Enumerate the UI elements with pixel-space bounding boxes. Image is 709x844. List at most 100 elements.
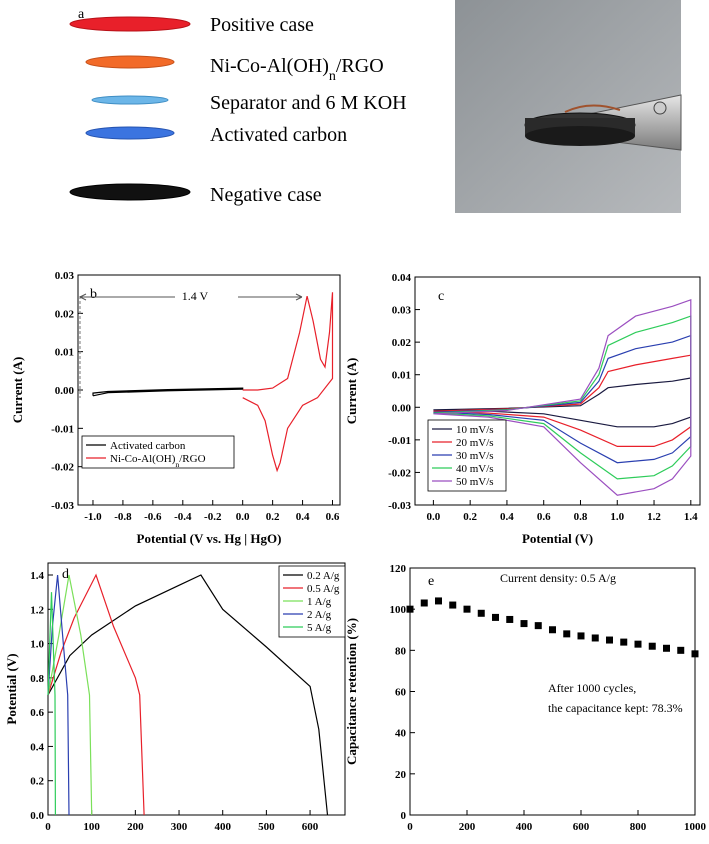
legend-label: 1 A/g [307, 596, 332, 608]
series-line [433, 298, 692, 496]
x-tick-label: -1.0 [84, 511, 102, 523]
panel-label: a [78, 7, 85, 22]
data-point [406, 605, 414, 613]
y-tick-label: 20 [395, 769, 407, 781]
x-tick-label: 400 [516, 821, 533, 833]
y-tick-label: 0.6 [30, 707, 44, 719]
legend-label: 40 mV/s [456, 463, 494, 475]
series-line [92, 387, 244, 397]
data-point [663, 644, 670, 652]
data-point [606, 636, 613, 644]
x-tick-label: 600 [302, 821, 319, 833]
y-tick-label: 0 [401, 810, 407, 822]
y-tick-label: 120 [390, 563, 407, 575]
span-arrow [79, 293, 303, 301]
data-point [463, 605, 471, 613]
y-axis-label: Current (A) [344, 358, 359, 425]
x-tick-label: 200 [127, 821, 144, 833]
x-tick-label: 600 [573, 821, 590, 833]
x-tick-label: -0.4 [174, 511, 192, 523]
chart-panel: 0.0 0.2 0.4 0.6 0.8 1.0 1.2 1.4 -0.03 -0.02 -0.01 0… [344, 272, 701, 546]
legend-label: 5 A/g [307, 622, 332, 634]
data-point [534, 622, 542, 630]
annotation: Current density: 0.5 A/g [500, 571, 616, 585]
y-tick-label: 40 [395, 728, 407, 740]
legend-label: 0.5 A/g [307, 583, 340, 595]
y-tick-label: 1.4 [30, 570, 44, 582]
x-axis-label: Potential (V) [522, 531, 593, 546]
y-tick-label: 0.04 [392, 272, 412, 284]
data-point [435, 597, 442, 605]
x-tick-label: -0.2 [204, 511, 222, 523]
plot-frame [414, 276, 701, 506]
disc [69, 183, 191, 201]
y-tick-label: 0.2 [30, 776, 44, 788]
series-line [47, 574, 329, 816]
series-line [47, 574, 93, 816]
y-tick-label: 0.4 [30, 741, 44, 753]
data-point [677, 646, 685, 654]
y-tick-label: 0.03 [55, 270, 75, 282]
x-tick-label: 1.0 [610, 511, 624, 523]
x-tick-label: 400 [214, 821, 231, 833]
y-tick-label: 0.0 [30, 810, 44, 822]
disc [85, 55, 175, 69]
y-tick-label: 1.2 [30, 604, 44, 616]
x-tick-label: 0.8 [574, 511, 588, 523]
y-tick-label: 1.0 [30, 639, 44, 651]
data-point [520, 620, 528, 628]
x-tick-label: -0.8 [114, 511, 132, 523]
x-tick-label: 500 [258, 821, 275, 833]
layer-label: Activated carbon [210, 124, 347, 146]
x-tick-label: 1.4 [684, 511, 698, 523]
x-tick-label: 100 [83, 821, 100, 833]
data-point [477, 609, 485, 617]
data-point [691, 650, 699, 658]
series-line [242, 292, 334, 473]
y-axis-label: Potential (V) [4, 653, 19, 724]
y-tick-label: 80 [395, 645, 407, 657]
data-point [420, 599, 428, 607]
photo [455, 0, 682, 213]
y-tick-label: -0.03 [51, 500, 74, 512]
x-tick-label: 0.6 [326, 511, 340, 523]
x-tick-label: 1000 [684, 821, 707, 833]
disc [69, 16, 191, 32]
x-tick-label: 200 [459, 821, 476, 833]
legend-label: Ni-Co-Al(OH)n/RGO [110, 453, 206, 469]
legend-box [81, 435, 235, 469]
y-tick-label: 100 [390, 604, 407, 616]
x-tick-label: 0.4 [296, 511, 310, 523]
x-tick-label: 800 [630, 821, 647, 833]
x-tick-label: 1.2 [647, 511, 661, 523]
x-tick-label: 0 [407, 821, 413, 833]
panel-label: d [62, 567, 69, 582]
y-tick-label: 0.8 [30, 673, 44, 685]
panel-a: a Positive case Ni-Co-Al(OH)n/RGO Separa… [69, 0, 682, 213]
y-tick-label: -0.02 [51, 462, 74, 474]
disc [91, 95, 169, 105]
y-axis-label: Current (A) [10, 357, 25, 424]
chart-panel: 02004006008001000020406080100120Cycle nu… [344, 563, 707, 844]
x-tick-label: -0.6 [144, 511, 162, 523]
y-tick-label: 0.02 [55, 308, 75, 320]
x-tick-label: 0.6 [537, 511, 551, 523]
layer-label: Negative case [210, 184, 322, 206]
legend-label: 0.2 A/g [307, 570, 340, 582]
panel-label: c [438, 289, 444, 304]
data-point [620, 638, 628, 646]
y-tick-label: 0.01 [392, 370, 411, 382]
panel-label: e [428, 574, 434, 589]
chart-panel: 0 100 200 300 400 500 600 0.0 0.2 0.4 0.6 0.8 1.0 1.2… [4, 562, 346, 844]
data-point [577, 632, 585, 640]
y-tick-label: -0.01 [388, 435, 411, 447]
annotation: After 1000 cycles, [548, 681, 636, 695]
legend-label: Activated carbon [110, 440, 186, 452]
data-point [549, 626, 556, 634]
data-point [563, 630, 571, 638]
legend-label: 2 A/g [307, 609, 332, 621]
x-tick-label: 0.0 [427, 511, 441, 523]
y-tick-label: 0.01 [55, 347, 74, 359]
layer-label: Positive case [210, 14, 314, 36]
